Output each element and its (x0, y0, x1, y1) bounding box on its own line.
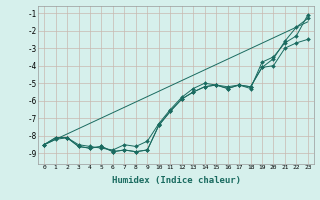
X-axis label: Humidex (Indice chaleur): Humidex (Indice chaleur) (111, 176, 241, 185)
